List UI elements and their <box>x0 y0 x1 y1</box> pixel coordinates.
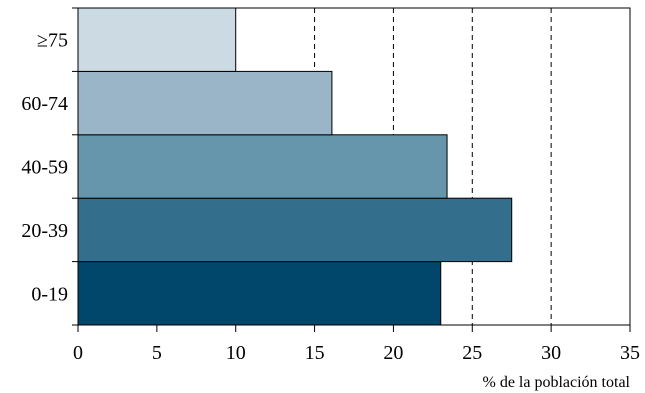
bar-20-39 <box>77 197 513 263</box>
plot-border <box>77 7 631 326</box>
x-tick-label: 15 <box>305 342 325 364</box>
x-tick-label: 0 <box>73 342 83 364</box>
axis-labels: 0-19 20-39 40-59 60-74 ≥75 0 5 10 15 20 25 30 35 <box>21 30 640 364</box>
x-tick-label: 25 <box>462 342 482 364</box>
category-label: 0-19 <box>31 283 68 305</box>
x-tick-label: 35 <box>620 342 640 364</box>
bar-60-74 <box>77 70 333 136</box>
category-label: ≥75 <box>37 30 68 52</box>
x-axis-title: % de la población total <box>482 374 630 391</box>
x-tick-label: 5 <box>152 342 162 364</box>
x-tick-label: 30 <box>541 342 561 364</box>
x-tick-label: 20 <box>383 342 403 364</box>
axis-ticks <box>72 7 631 332</box>
bars <box>77 7 513 326</box>
bar-0-19 <box>77 261 442 326</box>
plot-frame <box>77 7 631 326</box>
category-label: 20-39 <box>21 220 68 242</box>
bar-40-59 <box>77 134 448 199</box>
category-label: 40-59 <box>21 157 68 179</box>
category-label: 60-74 <box>21 93 68 115</box>
x-tick-label: 10 <box>226 342 246 364</box>
bar--75 <box>77 7 237 72</box>
